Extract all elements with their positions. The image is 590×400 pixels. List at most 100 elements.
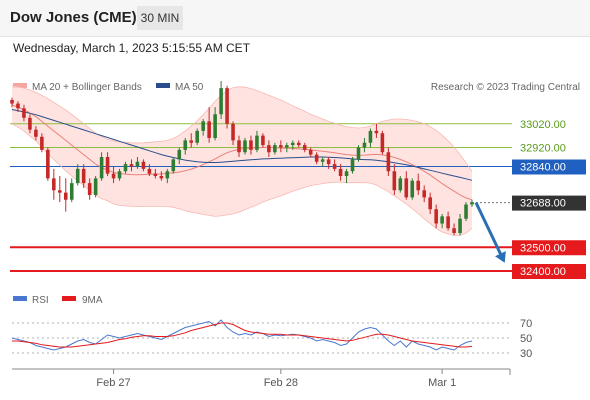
candle-body	[105, 157, 110, 174]
candle-body	[28, 117, 32, 130]
candle-body	[69, 183, 74, 200]
rsi-level-label: 50	[520, 333, 532, 345]
candle-body	[81, 168, 86, 184]
forecast-arrow-head	[494, 251, 506, 263]
ma20-legend-label: MA 20 + Bollinger Bands	[32, 82, 142, 93]
candle-body	[159, 176, 164, 179]
candle-body	[326, 159, 331, 165]
rsi-line	[11, 319, 473, 351]
candle-body	[404, 178, 409, 198]
candle-body	[249, 140, 253, 150]
candle-body	[255, 135, 259, 150]
candle-body	[296, 142, 301, 146]
candle-body	[440, 216, 444, 224]
header-bar: Dow Jones (CME) 30 MIN	[0, 0, 590, 37]
x-axis-tick-label: Feb 28	[264, 377, 298, 389]
candle-body	[52, 178, 56, 191]
candle-body	[75, 168, 80, 184]
candle-body	[165, 171, 170, 179]
candle-body	[171, 159, 176, 172]
timeframe-badge[interactable]: 30 MIN	[137, 6, 183, 30]
candle-body	[320, 159, 325, 162]
candle-body	[16, 103, 20, 109]
rsi-level-label: 70	[520, 318, 532, 330]
x-axis-tick-label: Mar 1	[428, 377, 456, 389]
bollinger-upper-line	[11, 85, 473, 172]
resistance-level-label: 32920.00	[520, 143, 566, 155]
candle-body	[350, 159, 355, 172]
candle-body	[183, 140, 188, 150]
candle-body	[225, 88, 229, 124]
candle-body	[416, 180, 421, 191]
candle-body	[46, 149, 50, 179]
candle-body	[93, 178, 98, 195]
candle-body	[386, 152, 391, 172]
candle-body	[470, 202, 474, 205]
ma50-legend-label: MA 50	[175, 82, 204, 93]
candle-body	[195, 130, 199, 143]
candle-body	[434, 209, 438, 224]
candle-body	[153, 173, 158, 176]
candle-body	[141, 161, 146, 169]
forecast-arrow-shaft	[474, 201, 505, 260]
candle-body	[332, 164, 337, 169]
candle-body	[231, 123, 235, 141]
candle-body	[362, 142, 367, 148]
candle-body	[422, 190, 426, 198]
pivot-level-box	[512, 159, 586, 175]
candle-body	[285, 145, 289, 148]
support-level-box	[512, 240, 586, 256]
candle-body	[189, 140, 194, 143]
ma9-legend-label: 9MA	[82, 295, 103, 306]
candle-body	[464, 204, 468, 219]
candle-body	[243, 140, 247, 153]
rsi-legend-swatch	[13, 296, 27, 301]
ma50-legend-swatch	[156, 83, 170, 88]
candle-body	[58, 190, 62, 193]
candle-body	[302, 145, 307, 150]
candle-body	[392, 171, 397, 191]
candle-body	[267, 145, 271, 153]
candle-body	[374, 130, 379, 134]
candle-body	[380, 133, 385, 153]
research-credit: Research © 2023 Trading Central	[431, 82, 580, 93]
candle-body	[111, 173, 116, 179]
chart-datetime: Wednesday, March 1, 2023 5:15:55 AM CET	[13, 41, 251, 55]
candle-body	[273, 145, 277, 153]
candle-body	[279, 145, 283, 148]
instrument-title: Dow Jones (CME)	[10, 9, 137, 26]
rsi-ma9-line	[12, 322, 473, 348]
candle-body	[410, 180, 415, 198]
candle-body	[135, 161, 140, 167]
resistance-level-label: 33020.00	[520, 119, 566, 131]
current-level-label: 32688.00	[520, 198, 566, 210]
candle-body	[10, 100, 14, 104]
candle-body	[129, 164, 134, 167]
candle-body	[22, 108, 26, 118]
support-level-label: 32500.00	[520, 242, 566, 254]
ma9-legend-swatch	[62, 296, 76, 301]
candle-body	[99, 157, 104, 179]
ma50-line	[11, 109, 473, 181]
candle-body	[87, 183, 92, 195]
candle-body	[446, 216, 450, 229]
candle-body	[314, 154, 319, 162]
candle-body	[452, 228, 456, 233]
support-level-label: 32400.00	[520, 266, 566, 278]
candle-body	[356, 147, 361, 160]
candle-body	[398, 178, 403, 191]
candle-body	[368, 130, 373, 143]
candle-body	[219, 88, 223, 115]
candle-body	[213, 114, 217, 138]
candle-body	[237, 140, 241, 153]
candle-body	[261, 135, 265, 146]
x-axis-tick-label: Feb 27	[96, 377, 130, 389]
candle-body	[344, 171, 349, 176]
candle-body	[290, 142, 295, 146]
pivot-level-label: 32840.00	[520, 162, 566, 174]
candle-body	[207, 121, 211, 138]
candle-body	[338, 168, 343, 176]
candle-body	[458, 218, 462, 233]
candle-body	[147, 168, 152, 174]
